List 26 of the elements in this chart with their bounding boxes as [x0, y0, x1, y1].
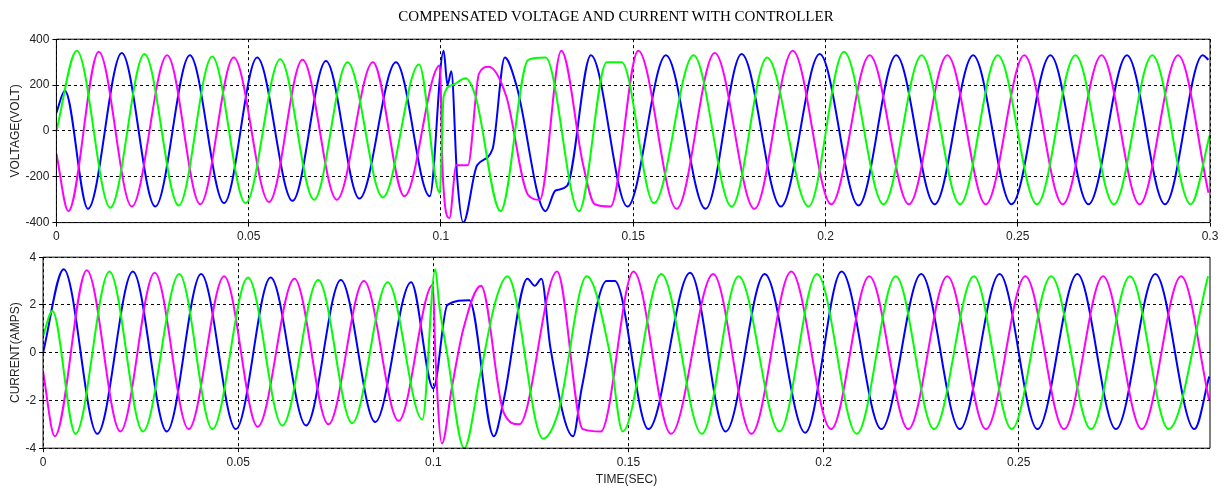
x-tick-label: 0.3 [1201, 229, 1219, 244]
x-tick-label: 0.2 [817, 229, 835, 244]
x-tick-label: 0.15 [621, 229, 646, 244]
x-tick-label: 0 [53, 229, 61, 244]
y-tick-label: 0 [29, 345, 37, 360]
y-tick-label: -4 [25, 440, 37, 455]
y-tick-label: 0 [42, 123, 50, 138]
y-tick-label: 400 [29, 31, 50, 46]
x-tick-label: 0.2 [815, 454, 833, 469]
x-tick-label: 0.1 [425, 454, 443, 469]
y-tick-label: 4 [29, 249, 37, 264]
chart-title: COMPENSATED VOLTAGE AND CURRENT WITH CONTROLLER [397, 8, 835, 25]
x-tick-label: 0.15 [616, 454, 641, 469]
y-tick-label: 200 [29, 77, 50, 92]
y-tick-label: -400 [25, 214, 50, 229]
x-tick-label: 0.1 [432, 229, 450, 244]
y-axis-title: CURRENT(AMPS) [7, 302, 22, 404]
y-axis-title: VOLTAGE(VOLT) [7, 84, 22, 178]
x-tick-label: 0.25 [1006, 229, 1030, 244]
x-tick-label: 0.25 [1007, 454, 1031, 469]
y-tick-label: -2 [25, 392, 37, 407]
x-tick-label: 0.05 [237, 229, 261, 244]
x-axis-title: TIME(SEC) [595, 472, 658, 487]
y-tick-label: -200 [25, 169, 50, 184]
x-tick-label: 0.05 [226, 454, 251, 469]
y-tick-label: 2 [29, 297, 37, 312]
